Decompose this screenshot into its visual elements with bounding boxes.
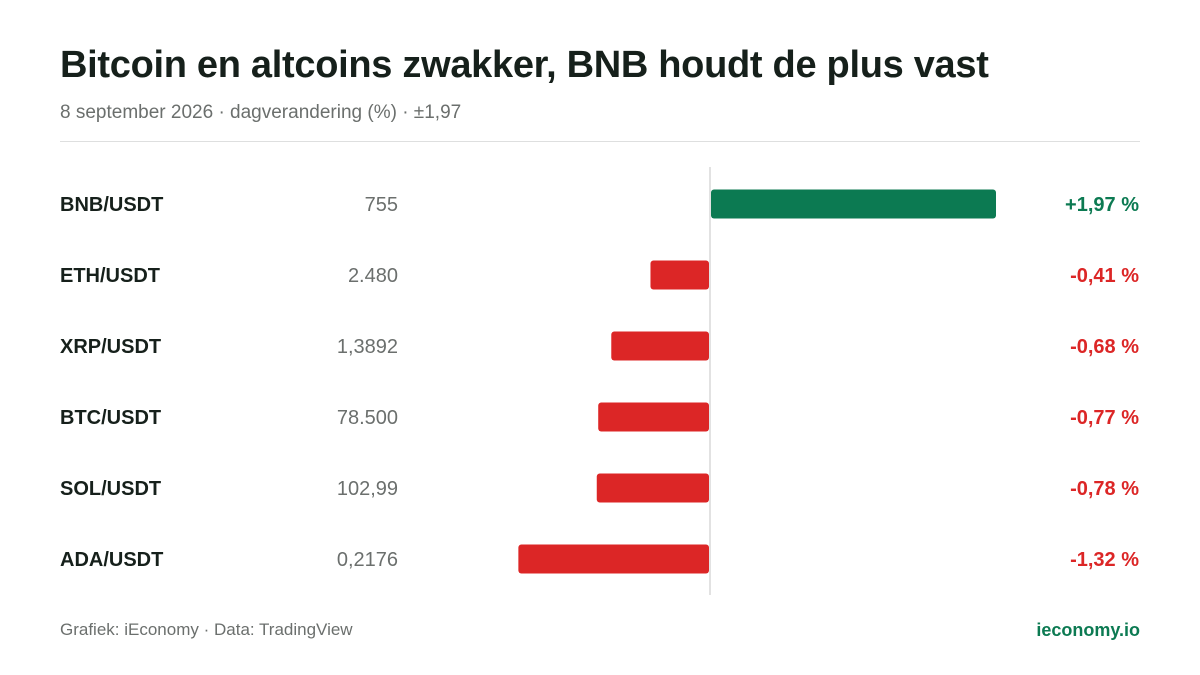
value-label: -0,77 % — [1070, 407, 1139, 429]
value-label: -0,68 % — [1070, 336, 1139, 358]
bar-ada-usdt — [518, 544, 709, 574]
category-label: BTC/USDT — [60, 407, 161, 429]
category-label: ADA/USDT — [60, 549, 163, 571]
value-label: -0,41 % — [1070, 265, 1139, 287]
category-label: BNB/USDT — [60, 194, 163, 216]
page-title: Bitcoin en altcoins zwakker, BNB houdt d… — [60, 44, 989, 86]
price-label: 1,3892 — [337, 336, 398, 358]
value-label: -0,78 % — [1070, 478, 1139, 500]
price-label: 0,2176 — [337, 549, 398, 571]
category-label: ETH/USDT — [60, 265, 160, 287]
price-label: 102,99 — [337, 478, 398, 500]
page-subtitle: 8 september 2026 · dagverandering (%) · … — [60, 102, 462, 123]
brand-link[interactable]: ieconomy.io — [1036, 620, 1140, 640]
category-label: SOL/USDT — [60, 478, 161, 500]
header-divider — [60, 141, 1140, 142]
category-label: XRP/USDT — [60, 336, 161, 358]
bar-sol-usdt — [596, 473, 709, 503]
bar-xrp-usdt — [611, 331, 709, 361]
price-label: 78.500 — [337, 407, 398, 429]
bar-bnb-usdt — [711, 189, 996, 219]
price-label: 2.480 — [348, 265, 398, 287]
value-label: +1,97 % — [1065, 194, 1139, 216]
source-credit: Grafiek: iEconomy · Data: TradingView — [60, 620, 353, 639]
value-label: -1,32 % — [1070, 549, 1139, 571]
bar-eth-usdt — [650, 260, 709, 290]
price-label: 755 — [365, 194, 398, 216]
bar-btc-usdt — [598, 402, 709, 432]
